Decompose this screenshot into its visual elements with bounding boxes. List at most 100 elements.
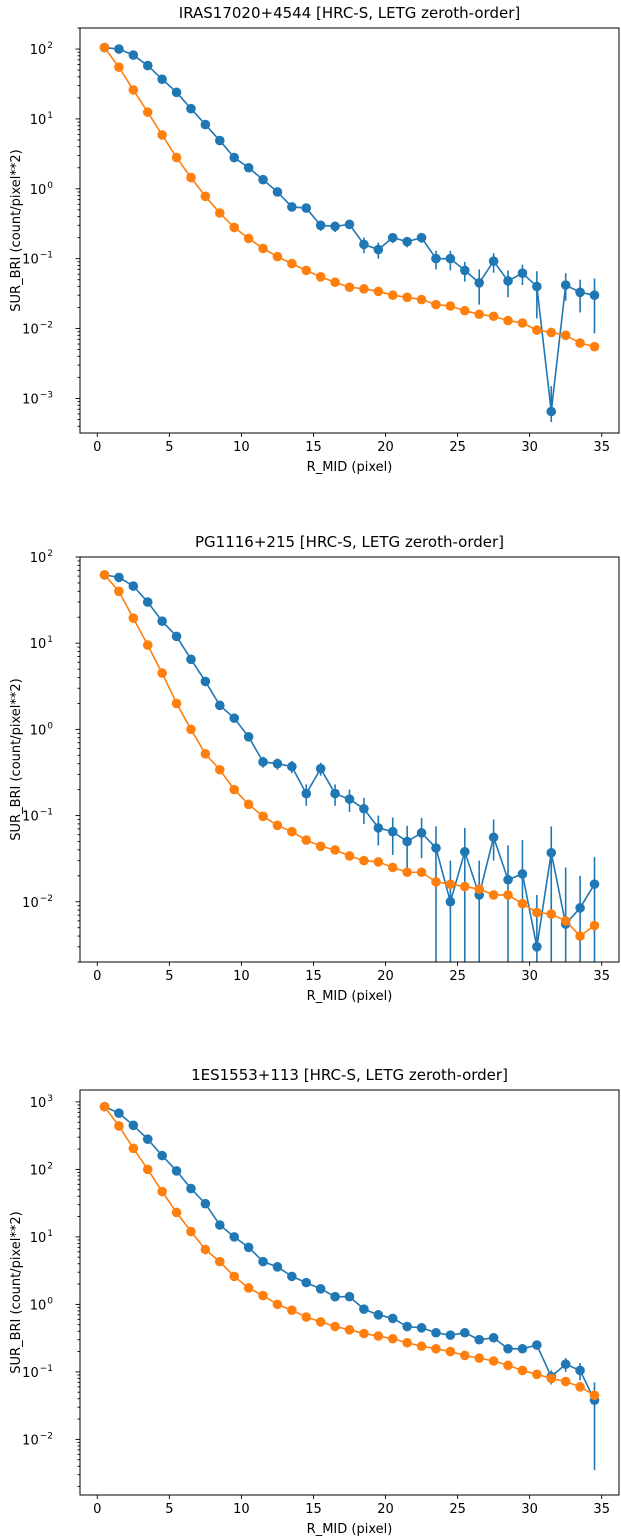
series-2-point: [287, 258, 297, 269]
series-1-point: [258, 1256, 268, 1267]
y-tick-label: 10−2: [22, 321, 53, 338]
y-tick-label: 101: [30, 635, 53, 652]
series-2-point: [431, 1343, 441, 1354]
x-tick-label: 10: [233, 1502, 250, 1517]
series-2-point: [258, 243, 268, 254]
series-2-point: [200, 191, 211, 202]
x-tick-label: 35: [593, 1502, 610, 1517]
series-2-point: [387, 1333, 398, 1344]
series-2-point: [301, 835, 312, 845]
series-2-point: [171, 1207, 182, 1218]
series-1-point: [272, 1262, 283, 1272]
series-2-point: [532, 325, 542, 335]
series-1-point: [186, 654, 196, 665]
x-tick-label: 25: [449, 969, 466, 984]
series-2-point: [272, 820, 283, 831]
x-tick-label: 5: [165, 969, 173, 984]
chart-title: 1ES1553+113 [HRC-S, LETG zeroth-order]: [191, 1066, 508, 1084]
series-2-point: [416, 1341, 427, 1352]
y-tick-label: 10−1: [22, 808, 53, 825]
series-1-line: [104, 574, 596, 947]
series-2-point: [474, 1353, 485, 1363]
series-1-point: [272, 758, 283, 769]
series-1-point: [243, 732, 254, 742]
series-1-point: [200, 1198, 211, 1209]
series-1-point: [229, 1232, 240, 1242]
series-1-point: [532, 1340, 542, 1350]
series-2-point: [445, 1346, 456, 1357]
series-2-point: [546, 327, 557, 338]
series-2-point: [301, 265, 312, 276]
series-2-point: [128, 613, 139, 623]
series-1-point: [402, 836, 412, 847]
series-2-point: [359, 284, 369, 294]
series-2-point: [142, 640, 153, 650]
series-2-point: [315, 272, 326, 282]
series-1-point: [214, 135, 225, 146]
series-1-point: [459, 265, 470, 276]
series-2-point: [459, 881, 470, 892]
series-1-point: [171, 1166, 182, 1176]
series-1-point: [200, 676, 211, 687]
series-2-point: [301, 1312, 312, 1322]
series-2-point: [517, 898, 528, 909]
series-1-point: [575, 287, 585, 298]
series-1-point: [560, 280, 571, 290]
series-2-line: [103, 574, 595, 938]
series-2-point: [373, 1331, 384, 1341]
y-tick-label: 10−1: [22, 1364, 53, 1381]
series-2-point: [344, 851, 355, 861]
x-tick-label: 30: [521, 440, 538, 455]
series-1-point: [344, 794, 355, 804]
series-2-point: [589, 1390, 600, 1401]
series-1-point: [474, 1334, 485, 1345]
series-2-point: [503, 1360, 513, 1371]
series-1-point: [171, 631, 182, 642]
series-1-point: [589, 879, 600, 889]
x-tick-label: 25: [449, 1502, 466, 1517]
series-2-point: [344, 1325, 355, 1335]
series-2-point: [560, 1376, 571, 1387]
series-2-point: [258, 1290, 268, 1301]
series-1-point: [359, 803, 369, 814]
series-1-point: [359, 239, 369, 250]
series-1-point: [157, 74, 167, 85]
x-tick-label: 0: [93, 440, 101, 455]
series-1-point: [114, 1108, 124, 1118]
subplot-3: 1ES1553+113 [HRC-S, LETG zeroth-order] R…: [9, 1066, 620, 1537]
series-1-point: [287, 1271, 297, 1282]
y-tick-label: 102: [30, 549, 53, 566]
series-2-point: [272, 251, 283, 262]
series-1-point: [214, 700, 225, 711]
series-2-point: [315, 841, 326, 852]
series-1-point: [171, 87, 182, 98]
series-2-point: [315, 1317, 326, 1327]
series-1-point: [431, 1327, 441, 1338]
series-1-point: [373, 1310, 384, 1320]
y-tick-label: 10−1: [22, 251, 53, 268]
subplot-1: IRAS17020+4544 [HRC-S, LETG zeroth-order…: [9, 4, 620, 475]
series-2-point: [287, 826, 297, 837]
x-tick-label: 35: [593, 969, 610, 984]
y-tick-label: 10−3: [22, 390, 53, 407]
series-2-point: [503, 890, 513, 900]
series-1-line: [104, 46, 595, 412]
series-2-point: [186, 724, 196, 735]
series-1-point: [589, 290, 600, 301]
series-1-point: [142, 1134, 153, 1145]
x-tick-label: 20: [377, 969, 394, 984]
x-tick-label: 25: [449, 440, 466, 455]
series-1-point: [258, 757, 268, 767]
y-tick-label: 100: [30, 181, 54, 198]
x-tick-label: 35: [593, 440, 610, 455]
series-2-point: [243, 233, 254, 244]
series-1-point: [214, 1220, 225, 1230]
series-1-point: [445, 1330, 456, 1340]
series-1-point: [575, 1365, 585, 1376]
series-1-line: [104, 1105, 596, 1401]
series-2-point: [431, 877, 441, 887]
series-2-point: [402, 867, 412, 878]
series-2-point: [575, 1382, 585, 1392]
plot-frame: [79, 556, 620, 963]
series-1-point: [503, 874, 513, 885]
